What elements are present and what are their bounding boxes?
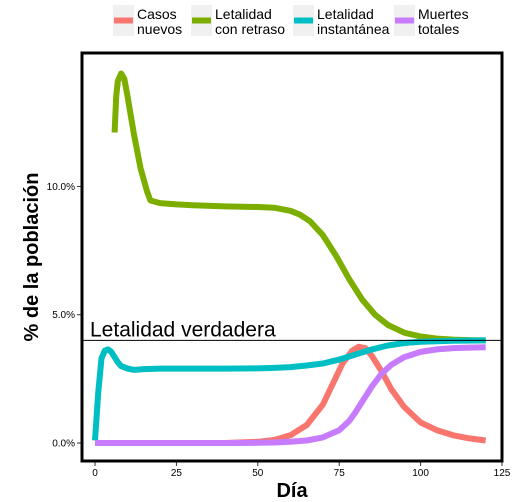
legend-label: Letalidad con retraso	[215, 6, 285, 37]
x-axis-title: Día	[276, 480, 308, 502]
legend-item-2: Letalidad con retraso	[191, 5, 285, 37]
x-axis: 0 25 50 75 100 125	[92, 462, 511, 479]
x-tick-label: 25	[171, 468, 183, 479]
series-layer	[92, 70, 487, 446]
legend: Casos nuevos Letalidad con retraso Letalidad…	[113, 5, 469, 37]
legend-item-3: Letalidad instantánea	[293, 5, 390, 37]
legend-item-4: Muertes totales	[394, 5, 469, 37]
x-tick-label: 50	[252, 468, 264, 479]
x-tick-label: 0	[92, 468, 98, 479]
series-line-3	[92, 337, 486, 441]
legend-label: Letalidad instantánea	[317, 6, 390, 37]
y-tick-label: 5.0%	[52, 310, 75, 321]
reference-line-label: Letalidad verdadera	[90, 318, 276, 341]
series-line-4	[95, 344, 486, 446]
legend-item-1: Casos nuevos	[113, 5, 182, 37]
legend-label: Muertes totales	[418, 6, 469, 37]
y-axis: 0.0% 5.0% 10.0%	[47, 182, 81, 450]
series-line-2	[111, 70, 486, 344]
y-axis-title: % de la población	[21, 173, 43, 342]
y-tick-label: 0.0%	[52, 439, 75, 450]
series-line-1	[95, 343, 487, 446]
y-tick-label: 10.0%	[47, 182, 75, 193]
x-tick-label: 100	[412, 468, 429, 479]
panel-border	[80, 51, 504, 463]
legend-label: Casos nuevos	[137, 6, 182, 37]
x-tick-label: 125	[494, 468, 511, 479]
x-tick-label: 75	[334, 468, 346, 479]
plot-area: Letalidad verdadera	[82, 70, 502, 446]
